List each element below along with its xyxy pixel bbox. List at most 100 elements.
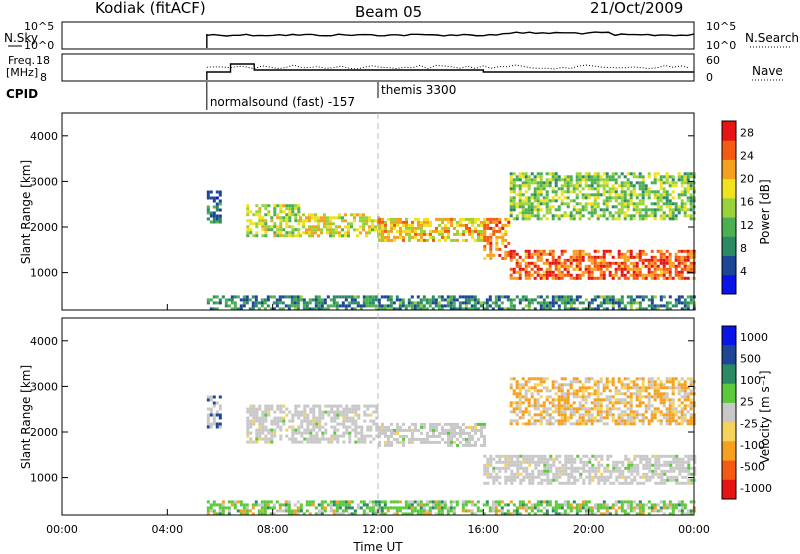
data-cell <box>456 229 459 233</box>
data-cell <box>326 228 329 232</box>
data-cell <box>527 398 531 402</box>
data-cell <box>563 392 567 396</box>
data-cell <box>659 181 663 185</box>
data-cell <box>567 475 571 479</box>
data-cell <box>435 434 438 438</box>
data-cell <box>456 223 459 227</box>
data-cell <box>293 307 297 311</box>
data-cell <box>537 472 541 476</box>
data-cell <box>287 506 291 510</box>
data-cell <box>357 425 361 429</box>
data-cell <box>387 232 390 236</box>
data-cell <box>270 219 274 223</box>
data-cell <box>527 249 531 253</box>
data-cell <box>227 500 231 504</box>
data-cell <box>638 172 642 176</box>
data-cell <box>599 506 603 510</box>
data-cell <box>374 307 378 311</box>
data-cell <box>632 506 636 510</box>
data-cell <box>530 503 534 507</box>
data-cell <box>299 506 303 510</box>
colorbar-segment <box>722 441 736 461</box>
data-cell <box>560 249 564 253</box>
data-cell <box>639 481 643 485</box>
data-cell <box>548 181 552 185</box>
data-cell <box>252 222 256 226</box>
data-cell <box>665 395 669 399</box>
data-cell <box>254 298 258 302</box>
data-cell <box>323 213 326 217</box>
data-cell <box>401 301 405 305</box>
data-cell <box>605 509 609 513</box>
data-cell <box>402 428 405 432</box>
data-cell <box>662 304 666 308</box>
data-cell <box>530 386 534 390</box>
data-cell <box>593 506 597 510</box>
data-cell <box>653 208 657 212</box>
data-cell <box>521 410 525 414</box>
data-cell <box>689 404 693 408</box>
data-cell <box>293 295 297 299</box>
data-cell <box>672 454 676 458</box>
data-cell <box>303 419 307 423</box>
data-cell <box>653 389 657 393</box>
data-cell <box>431 503 435 507</box>
data-cell <box>644 205 648 209</box>
data-cell <box>504 475 508 479</box>
data-cell <box>218 298 222 302</box>
data-cell <box>527 512 531 516</box>
colorbar-tick-label: 4 <box>740 265 747 278</box>
data-cell <box>266 304 270 308</box>
data-cell <box>359 307 363 311</box>
data-cell <box>354 431 358 435</box>
data-cell <box>521 295 525 299</box>
data-cell <box>264 425 268 429</box>
data-cell <box>309 422 313 426</box>
velocity-ylabel: Slant Range [km] <box>19 365 33 469</box>
data-cell <box>509 301 513 305</box>
data-cell <box>569 301 573 305</box>
data-cell <box>477 223 480 227</box>
data-cell <box>629 509 633 513</box>
data-cell <box>546 463 550 467</box>
data-cell <box>647 258 651 262</box>
data-cell <box>501 232 505 236</box>
data-cell <box>623 252 627 256</box>
data-cell <box>362 225 365 229</box>
data-cell <box>300 419 304 423</box>
data-cell <box>278 509 282 513</box>
data-cell <box>554 276 558 280</box>
data-cell <box>369 428 373 432</box>
data-cell <box>578 401 582 405</box>
data-cell <box>632 208 636 212</box>
data-cell <box>315 419 319 423</box>
data-cell <box>420 431 423 435</box>
data-cell <box>632 410 636 414</box>
data-cell <box>581 255 585 259</box>
data-cell <box>656 410 660 414</box>
data-cell <box>524 261 528 265</box>
data-cell <box>363 437 367 441</box>
data-cell <box>596 398 600 402</box>
data-cell <box>638 273 642 277</box>
data-cell <box>689 184 693 188</box>
data-cell <box>569 410 573 414</box>
data-cell <box>474 443 477 447</box>
data-cell <box>605 377 609 381</box>
data-cell <box>627 469 631 473</box>
data-cell <box>677 261 681 265</box>
data-cell <box>581 208 585 212</box>
data-cell <box>470 295 474 299</box>
data-cell <box>647 187 651 191</box>
data-cell <box>582 478 586 482</box>
data-cell <box>602 506 606 510</box>
data-cell <box>587 270 591 274</box>
data-cell <box>218 220 222 224</box>
data-cell <box>362 219 365 223</box>
data-cell <box>638 270 642 274</box>
data-cell <box>662 413 666 417</box>
data-cell <box>492 229 496 233</box>
data-cell <box>378 229 381 233</box>
data-cell <box>362 228 365 232</box>
data-cell <box>489 463 493 467</box>
